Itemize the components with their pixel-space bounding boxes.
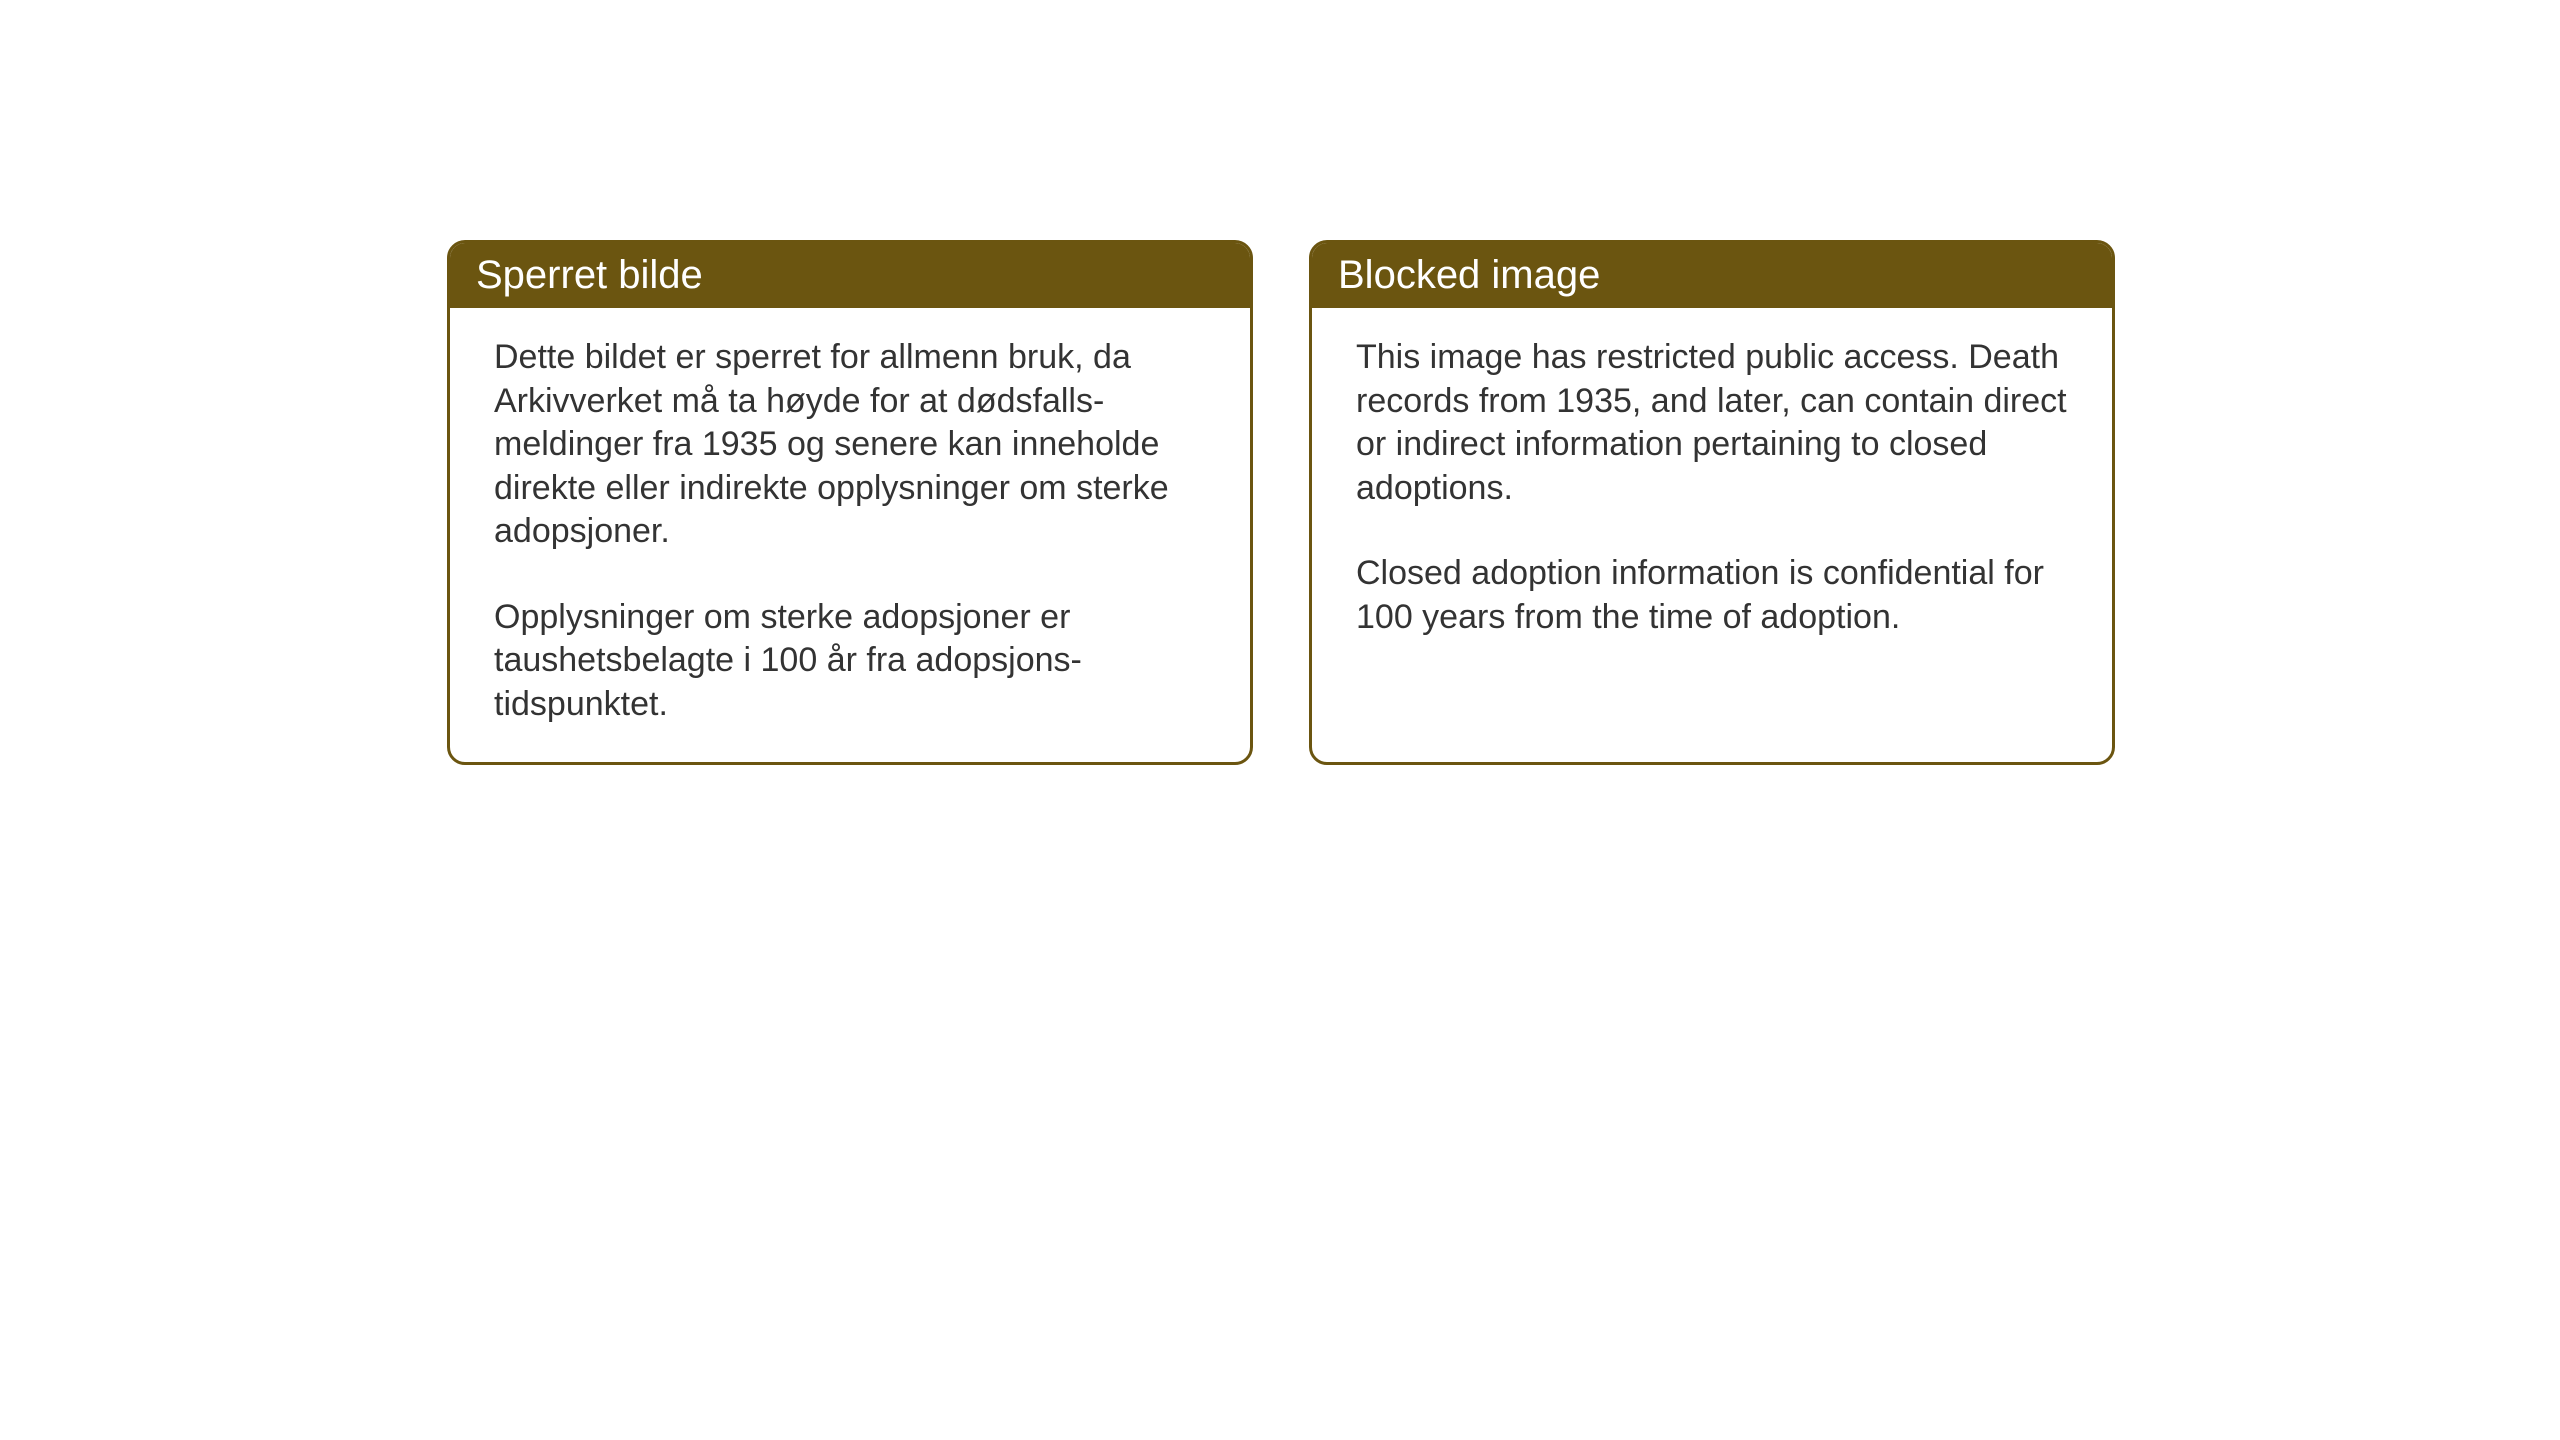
notice-container: Sperret bilde Dette bildet er sperret fo… <box>447 240 2115 765</box>
card-body-english: This image has restricted public access.… <box>1312 308 2112 675</box>
card-title-norwegian: Sperret bilde <box>450 243 1250 308</box>
card-body-norwegian: Dette bildet er sperret for allmenn bruk… <box>450 308 1250 762</box>
card-paragraph: Closed adoption information is confident… <box>1356 552 2068 639</box>
notice-card-norwegian: Sperret bilde Dette bildet er sperret fo… <box>447 240 1253 765</box>
notice-card-english: Blocked image This image has restricted … <box>1309 240 2115 765</box>
card-paragraph: Opplysninger om sterke adopsjoner er tau… <box>494 596 1206 727</box>
card-title-english: Blocked image <box>1312 243 2112 308</box>
card-paragraph: Dette bildet er sperret for allmenn bruk… <box>494 336 1206 554</box>
card-paragraph: This image has restricted public access.… <box>1356 336 2068 510</box>
